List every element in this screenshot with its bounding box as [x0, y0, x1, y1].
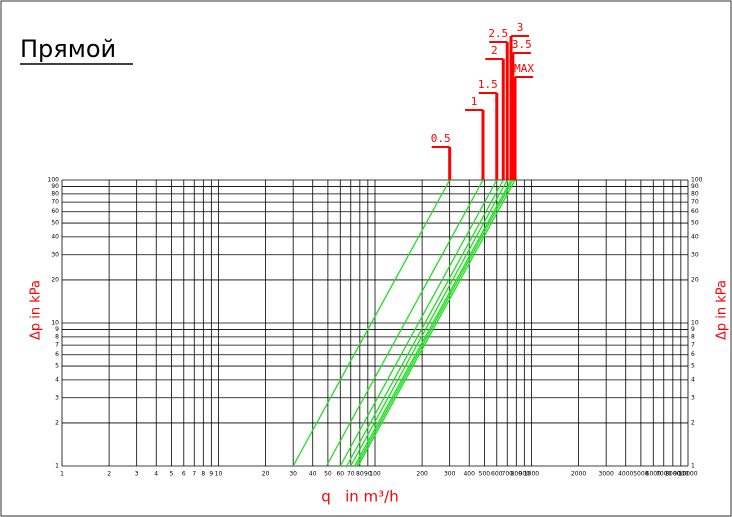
x-tick-label: 30: [289, 471, 297, 478]
x-tick-label: 8: [201, 471, 205, 478]
y-tick-label-right: 7: [691, 342, 695, 349]
y-tick-label: 9: [55, 326, 59, 333]
y-tick-label-right: 5: [691, 363, 695, 370]
x-tick-label: 300: [444, 471, 456, 478]
flow-line: [325, 179, 484, 467]
x-tick-label: 9: [209, 471, 213, 478]
y-tick-label-right: 70: [691, 199, 699, 206]
x-tick-label: 200: [416, 471, 428, 478]
y-tick-label-right: 30: [691, 251, 699, 258]
y-tick-label-right: 3: [691, 394, 695, 401]
x-tick-label: 4: [154, 471, 158, 478]
setting-label: MAX: [514, 62, 534, 75]
flow-line: [339, 179, 498, 467]
y-tick-label: 5: [55, 363, 59, 370]
y-tick-label: 10: [51, 320, 59, 327]
y-tick-label: 7: [55, 342, 59, 349]
x-tick-label: 6000: [646, 471, 661, 478]
y-axis-label: Δp in kPa: [29, 280, 44, 340]
y-tick-label-right: 90: [691, 183, 699, 190]
y-tick-label: 20: [51, 276, 59, 283]
setting-label: 1: [471, 95, 478, 108]
x-tick-label: 600: [491, 471, 503, 478]
y-tick-label-right: 50: [691, 220, 699, 227]
x-tick-label: 9000: [673, 471, 688, 478]
y-tick-label: 80: [51, 190, 59, 197]
y-tick-label: 30: [51, 251, 59, 258]
x-tick-label: 6: [182, 471, 186, 478]
x-tick-label: 70: [347, 471, 355, 478]
y-tick-label-right: 10: [691, 320, 699, 327]
setting-label: 2.5: [488, 27, 508, 40]
y-tick-label-right: 40: [691, 233, 699, 240]
flow-line: [350, 179, 508, 467]
y-tick-label-right: 4: [691, 376, 695, 383]
y-tick-label: 40: [51, 233, 59, 240]
y-tick-label: 4: [55, 376, 59, 383]
x-tick-label: 7: [192, 471, 196, 478]
y-tick-label: 60: [51, 208, 59, 215]
y-tick-label: 2: [55, 419, 59, 426]
x-tick-label: 2: [107, 471, 111, 478]
y-axis-label-right: Δp in kPa: [715, 280, 730, 340]
setting-label: 0.5: [431, 132, 451, 145]
x-tick-label: 1000: [524, 471, 539, 478]
x-tick-label: 80: [356, 471, 364, 478]
x-tick-label: 2000: [571, 471, 586, 478]
x-tick-label: 100: [369, 471, 381, 478]
x-tick-label: 8000: [665, 471, 680, 478]
y-tick-label: 3: [55, 394, 59, 401]
x-tick-label: 10: [215, 471, 223, 478]
x-tick-label: 50: [324, 471, 332, 478]
setting-label: 3: [517, 21, 524, 34]
x-tick-label: 800: [511, 471, 523, 478]
x-tick-label: 10000: [678, 471, 697, 478]
x-tick-label: 5: [169, 471, 173, 478]
y-tick-label-right: 1: [691, 463, 695, 470]
y-tick-label-right: 80: [691, 190, 699, 197]
y-tick-label-right: 60: [691, 208, 699, 215]
x-tick-label: 20: [262, 471, 270, 478]
y-tick-label: 1: [55, 463, 59, 470]
y-tick-label-right: 2: [691, 419, 695, 426]
x-tick-label: 60: [336, 471, 344, 478]
y-tick-label: 100: [48, 177, 60, 184]
y-tick-label: 8: [55, 333, 59, 340]
y-tick-label-right: 100: [691, 177, 703, 184]
y-tick-label-right: 8: [691, 333, 695, 340]
x-tick-label: 90: [364, 471, 372, 478]
y-tick-label: 50: [51, 220, 59, 227]
y-tick-label: 6: [55, 351, 59, 358]
y-tick-label: 90: [51, 183, 59, 190]
x-tick-label: 500: [479, 471, 491, 478]
setting-label: 1.5: [478, 78, 498, 91]
x-tick-label: 4000: [618, 471, 633, 478]
x-tick-label: 700: [502, 471, 514, 478]
x-tick-label: 5000: [633, 471, 648, 478]
x-tick-label: 1: [60, 471, 64, 478]
flow-line: [353, 179, 512, 467]
x-axis-label: q in m³/h: [321, 488, 398, 506]
x-tick-label: 40: [309, 471, 317, 478]
x-tick-label: 400: [463, 471, 475, 478]
x-tick-label: 7000: [656, 471, 671, 478]
flow-line: [357, 179, 516, 467]
y-tick-label-right: 9: [691, 326, 695, 333]
flow-line: [355, 179, 514, 467]
x-tick-label: 900: [519, 471, 531, 478]
y-tick-label-right: 6: [691, 351, 695, 358]
chart-title: Прямой: [20, 35, 116, 63]
y-tick-label: 70: [51, 199, 59, 206]
setting-label: 2: [491, 44, 498, 57]
y-tick-label-right: 20: [691, 276, 699, 283]
x-tick-label: 3: [135, 471, 139, 478]
setting-label: 3.5: [512, 38, 532, 51]
flow-line: [292, 179, 451, 467]
flow-line: [346, 179, 504, 467]
x-tick-label: 3000: [599, 471, 614, 478]
